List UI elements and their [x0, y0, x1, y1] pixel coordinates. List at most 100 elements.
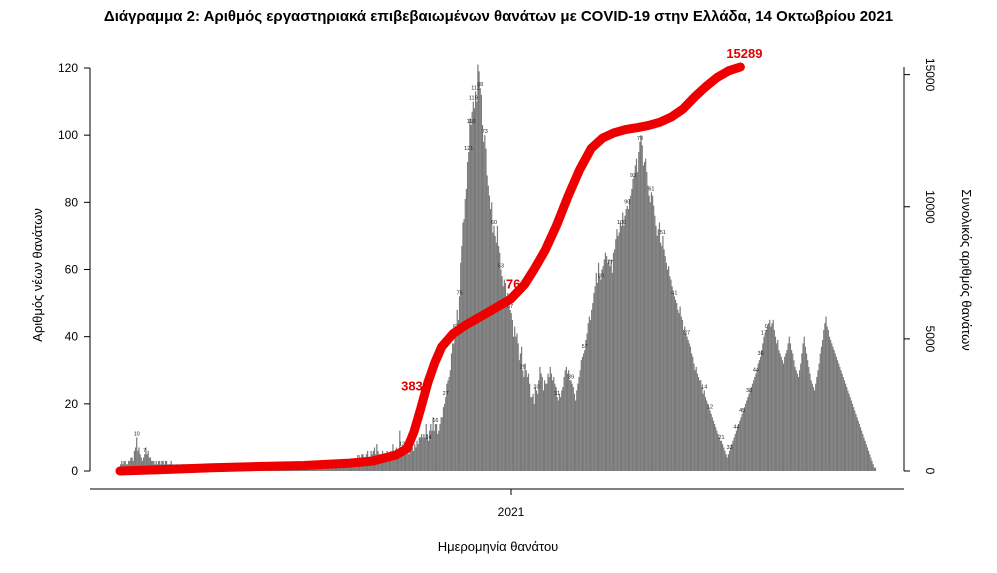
- bar: [537, 393, 539, 471]
- bar: [799, 370, 801, 471]
- bar: [510, 313, 512, 471]
- bar: [871, 460, 873, 471]
- bar: [129, 460, 131, 471]
- bar: [133, 450, 135, 471]
- y-tick-label: 40: [65, 330, 79, 344]
- bar: [822, 340, 824, 471]
- bar-value-label: 39: [568, 374, 574, 380]
- bar: [608, 259, 610, 471]
- bar: [755, 373, 757, 471]
- bar: [523, 376, 525, 471]
- bar: [715, 427, 717, 471]
- bar: [665, 262, 667, 471]
- bar: [730, 447, 732, 471]
- bar-value-label: 20: [533, 384, 539, 390]
- bar: [750, 387, 752, 471]
- bar: [614, 249, 616, 471]
- bar: [728, 450, 731, 471]
- bar: [417, 444, 419, 471]
- bar: [645, 158, 647, 471]
- bar: [804, 346, 806, 471]
- bar: [766, 326, 769, 471]
- bar: [462, 222, 464, 471]
- bar-value-label: 41: [671, 290, 677, 296]
- bar: [457, 319, 459, 472]
- bar: [764, 333, 766, 471]
- bar: [592, 303, 594, 471]
- bar: [792, 353, 794, 471]
- bar: [827, 329, 829, 471]
- bar: [148, 457, 150, 471]
- bar: [435, 423, 438, 471]
- bar: [128, 460, 130, 471]
- bar: [136, 437, 138, 471]
- bar: [658, 222, 661, 471]
- bar: [835, 356, 837, 471]
- cumulative-value-label: 76: [506, 277, 520, 292]
- bar: [619, 222, 621, 471]
- bar: [651, 195, 654, 471]
- bar: [807, 360, 809, 472]
- bar: [580, 360, 582, 472]
- bar: [834, 353, 836, 471]
- bar: [732, 440, 734, 471]
- bar: [387, 454, 389, 471]
- bar: [858, 423, 860, 471]
- bar: [454, 326, 456, 471]
- bar-value-label: 12: [707, 405, 713, 411]
- bar: [132, 460, 134, 471]
- bar: [817, 370, 819, 471]
- bar: [607, 262, 609, 471]
- bar: [412, 450, 415, 471]
- bar: [548, 376, 550, 471]
- bar: [873, 467, 875, 471]
- bar: [503, 279, 505, 471]
- bar: [531, 397, 533, 471]
- bar: [547, 373, 549, 471]
- bar-value-label: 61: [648, 186, 654, 192]
- bar: [444, 403, 446, 471]
- y-tick-label: 0: [71, 464, 78, 478]
- bar: [517, 343, 519, 471]
- bar: [526, 376, 528, 471]
- bar: [711, 417, 713, 471]
- bar: [849, 397, 851, 471]
- bar: [874, 467, 877, 471]
- bar: [430, 423, 432, 471]
- bar: [638, 151, 640, 471]
- bar: [780, 356, 782, 471]
- bar: [552, 380, 554, 471]
- bar: [769, 319, 771, 472]
- bar: [725, 454, 727, 471]
- bar: [842, 376, 844, 471]
- bar: [758, 360, 761, 472]
- bar: [692, 356, 694, 471]
- bar: [555, 387, 557, 471]
- bar-value-label: 90: [624, 200, 630, 206]
- bar: [650, 192, 653, 471]
- bar-value-label: 79: [637, 136, 643, 142]
- bar: [595, 272, 597, 471]
- bar: [422, 437, 424, 471]
- bar: [681, 319, 684, 472]
- bar: [684, 326, 686, 471]
- bar: [710, 413, 712, 471]
- bar: [855, 413, 857, 471]
- bar: [815, 383, 817, 471]
- bar: [585, 340, 587, 471]
- bar: [565, 366, 567, 471]
- bar: [688, 343, 690, 471]
- bar: [741, 413, 743, 471]
- bar: [727, 454, 729, 471]
- bar: [469, 118, 471, 472]
- bar: [460, 262, 462, 471]
- bar-value-label: 21: [718, 435, 724, 441]
- bar: [673, 296, 675, 471]
- bar: [587, 323, 589, 471]
- bar: [722, 444, 724, 471]
- bar: [489, 209, 492, 472]
- bar: [647, 185, 649, 472]
- bar: [594, 286, 596, 471]
- bar: [424, 437, 426, 471]
